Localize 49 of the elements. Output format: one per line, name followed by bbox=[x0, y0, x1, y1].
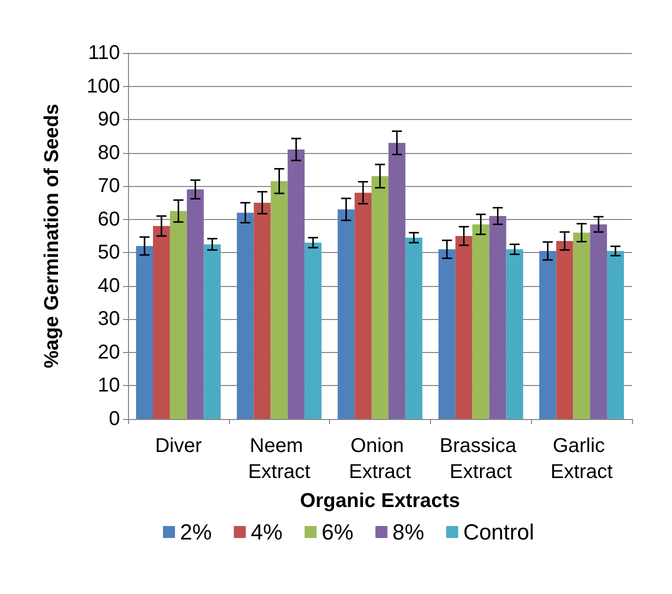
x-tick-label: Onion Extract bbox=[348, 435, 412, 483]
y-tick-label: 70 bbox=[98, 175, 120, 198]
bar bbox=[388, 142, 406, 419]
legend-label: 8% bbox=[392, 520, 424, 544]
x-tick-label: Neem Extract bbox=[248, 435, 311, 483]
legend-label: Control bbox=[463, 520, 534, 544]
y-tick-label: 90 bbox=[98, 108, 120, 131]
bar bbox=[236, 212, 254, 419]
legend-label: 6% bbox=[322, 520, 354, 544]
bar bbox=[153, 226, 170, 419]
bar bbox=[304, 242, 322, 419]
x-tick-label: Diver bbox=[155, 435, 202, 457]
y-tick-label: 0 bbox=[108, 408, 120, 430]
bar bbox=[405, 238, 422, 419]
bar bbox=[288, 149, 305, 419]
bar bbox=[338, 209, 355, 419]
legend-label: 4% bbox=[250, 520, 283, 544]
y-tick-label: 110 bbox=[88, 42, 120, 64]
bar bbox=[204, 244, 221, 419]
bar bbox=[472, 224, 490, 419]
bar bbox=[372, 176, 388, 419]
y-tick-label: 60 bbox=[98, 208, 120, 230]
bar bbox=[455, 236, 472, 419]
y-tick-label: 20 bbox=[98, 341, 120, 364]
bar bbox=[539, 250, 556, 419]
bar bbox=[590, 224, 607, 419]
bar bbox=[607, 250, 624, 419]
bar bbox=[254, 202, 271, 419]
y-tick-label: 100 bbox=[86, 75, 120, 98]
bar bbox=[170, 211, 187, 419]
bar bbox=[573, 232, 590, 419]
y-tick-label: 50 bbox=[98, 242, 120, 264]
y-tick-label: 10 bbox=[98, 374, 120, 397]
bar bbox=[186, 189, 204, 419]
bar bbox=[438, 249, 456, 419]
legend-label: 2% bbox=[180, 520, 212, 544]
y-axis-title: %age Germination of Seeds bbox=[41, 104, 63, 368]
y-tick-label: 40 bbox=[98, 274, 120, 297]
y-tick-label: 30 bbox=[98, 308, 120, 330]
bar bbox=[506, 249, 524, 419]
y-tick-label: 80 bbox=[98, 142, 120, 164]
x-tick-label: Garlic Extract bbox=[550, 435, 614, 483]
bar bbox=[270, 181, 288, 419]
bar bbox=[354, 192, 372, 419]
x-axis-title: Organic Extracts bbox=[300, 490, 460, 512]
bar bbox=[136, 246, 153, 419]
bar bbox=[489, 216, 506, 419]
x-tick-label: Brassica Extract bbox=[440, 435, 522, 483]
bar bbox=[556, 240, 574, 419]
